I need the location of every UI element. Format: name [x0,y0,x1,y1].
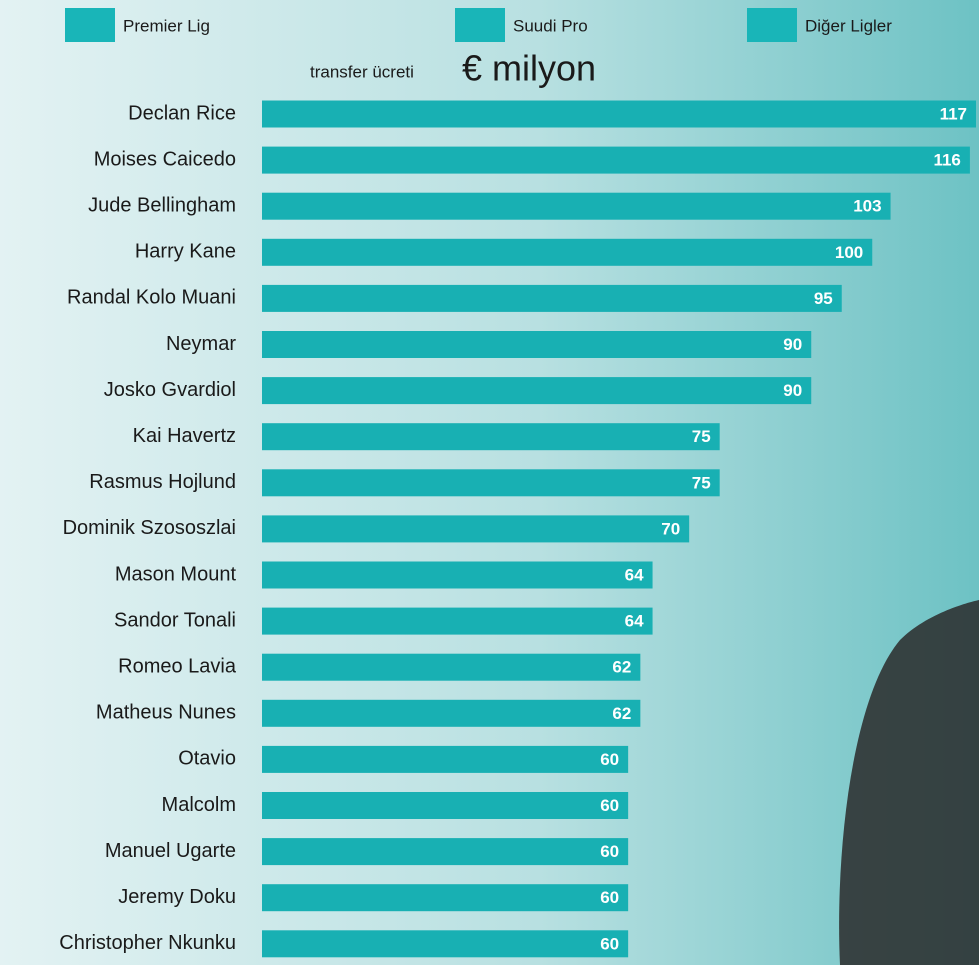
category-label: Declan Rice [128,102,236,124]
value-label: 75 [692,427,711,446]
bar [262,884,628,911]
bar [262,792,628,819]
bar [262,562,653,589]
bar [262,193,891,220]
value-label: 64 [625,612,644,631]
bar [262,515,689,542]
category-label: Christopher Nkunku [59,932,236,954]
value-label: 95 [814,289,833,308]
category-label: Manuel Ugarte [105,840,236,862]
value-label: 64 [625,565,644,584]
category-label: Kai Havertz [133,425,236,447]
bar [262,101,976,128]
bar [262,285,842,312]
bar [262,608,653,635]
value-label: 117 [940,104,967,123]
category-label: Otavio [178,748,236,770]
value-label: 116 [933,151,960,170]
category-label: Malcolm [162,794,236,816]
value-label: 100 [835,243,863,262]
bar [262,469,720,496]
bar [262,838,628,865]
value-label: 62 [612,658,631,677]
value-label: 90 [783,381,802,400]
bar [262,239,872,266]
category-label: Matheus Nunes [96,702,236,724]
legend-swatch [65,8,115,42]
legend-label: Diğer Ligler [805,16,892,35]
chart-title: transfer ücreti [310,62,414,81]
category-label: Harry Kane [135,241,236,263]
value-label: 103 [853,197,881,216]
value-label: 60 [600,934,619,953]
value-label: 60 [600,750,619,769]
value-label: 60 [600,796,619,815]
legend-swatch [747,8,797,42]
bar [262,930,628,957]
category-label: Rasmus Hojlund [89,471,236,493]
category-label: Dominik Szososzlai [63,517,236,539]
page: transfer ücreti € milyon Premier Lig Suud… [0,0,979,965]
bar [262,700,640,727]
legend-swatch [455,8,505,42]
category-label: Jude Bellingham [88,194,236,216]
chart: transfer ücreti € milyon Premier Lig Suud… [0,0,979,965]
bar [262,654,640,681]
category-label: Randal Kolo Muani [67,287,236,309]
value-label: 70 [661,519,680,538]
legend-label: Premier Lig [123,16,210,35]
bar [262,746,628,773]
bar [262,331,811,358]
value-label: 90 [783,335,802,354]
bar [262,423,720,450]
category-label: Moises Caicedo [94,148,236,170]
chart-title-unit: € milyon [462,48,596,89]
bar [262,377,811,404]
category-label: Jeremy Doku [118,886,236,908]
value-label: 75 [692,473,711,492]
value-label: 62 [612,704,631,723]
category-label: Neymar [166,333,236,355]
value-label: 60 [600,888,619,907]
bar [262,147,970,174]
category-label: Sandor Tonali [114,609,236,631]
category-label: Romeo Lavia [118,655,237,677]
legend-label: Suudi Pro [513,16,588,35]
category-label: Josko Gvardiol [104,379,236,401]
category-label: Mason Mount [115,563,237,585]
value-label: 60 [600,842,619,861]
